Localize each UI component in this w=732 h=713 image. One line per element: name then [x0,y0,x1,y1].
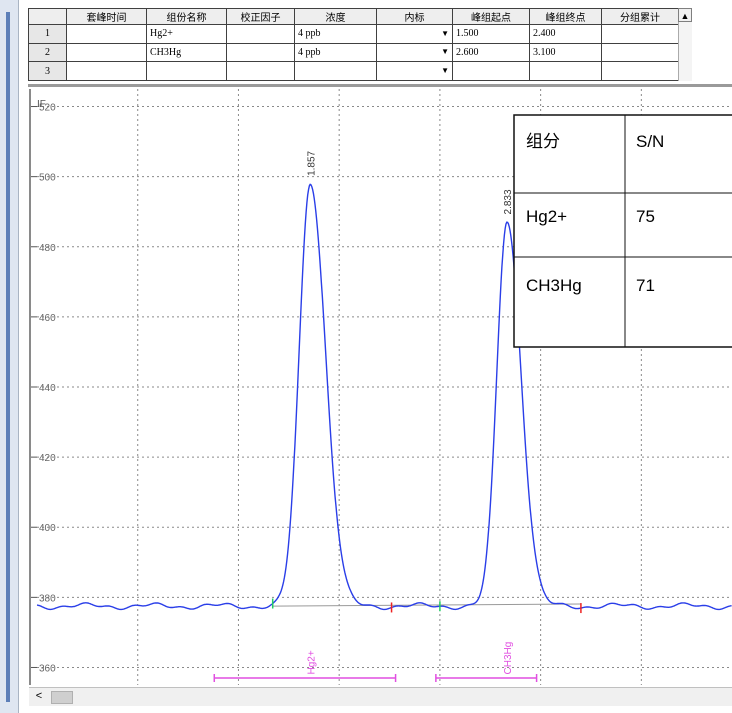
left-scroll-rail[interactable] [0,0,19,713]
y-tick-label: 480 [39,243,56,254]
peak-name-label: Hg2+ [306,650,317,674]
y-tick-label: 420 [39,453,56,464]
left-scroll-thumb[interactable] [6,12,10,702]
cell-end[interactable] [529,61,602,81]
peak-labels: 1.857 Hg2+ 2.833 CH3Hg [213,150,538,682]
table-row[interactable]: 1 Hg2+ 4 ppb ▼ 1.500 2.400 [28,24,679,44]
dropdown-arrow-icon[interactable]: ▼ [441,66,449,76]
chart-grid [37,89,732,685]
cell-end[interactable]: 3.100 [529,42,602,63]
cell-factor[interactable] [226,61,295,81]
sn-cell-component: Hg2+ [526,207,567,226]
header-peak-group-start[interactable]: 峰组起点 [452,8,530,25]
table-row[interactable]: 2 CH3Hg 4 ppb ▼ 2.600 3.100 [28,42,679,63]
cell-concentration[interactable] [294,61,377,81]
y-tick-label: 520 [39,103,56,114]
cell-concentration[interactable]: 4 ppb [294,24,377,44]
sn-cell-value: 71 [636,276,655,295]
y-axis: 360 380 400 420 440 460 480 500 520 [31,103,56,674]
header-internal-standard[interactable]: 内标 [376,8,453,25]
dropdown-arrow-icon[interactable]: ▼ [441,28,449,38]
signal-trace [36,183,732,611]
sn-header-component: 组分 [526,132,560,151]
peak-boundary-markers [271,598,582,614]
table-header-row: 套峰时间 组份名称 校正因子 浓度 内标 峰组起点 峰组终点 分组累计 [28,8,679,25]
sn-table: 组分 S/N Hg2+ 75 CH3Hg 71 [513,114,732,348]
cell-cumulative[interactable] [601,42,679,63]
cell-internal-standard[interactable]: ▼ [376,42,453,63]
row-number[interactable]: 2 [28,42,67,63]
sn-cell-value: 75 [636,207,655,226]
chromatogram-panel: 360 380 400 420 440 460 480 500 520 IF 1.857 Hg2+… [29,89,732,685]
cell-end[interactable]: 2.400 [529,24,602,44]
peak-retention-label: 1.857 [306,150,317,175]
header-component-name[interactable]: 组份名称 [146,8,227,25]
header-retention-time[interactable]: 套峰时间 [66,8,147,25]
y-tick-label: 440 [39,383,56,394]
cell-concentration[interactable]: 4 ppb [294,42,377,63]
y-tick-label: 460 [39,313,56,324]
cell-cumulative[interactable] [601,24,679,44]
y-tick-label: 400 [39,523,56,534]
sn-cell-component: CH3Hg [526,276,582,295]
peak-name-label: CH3Hg [503,642,514,675]
component-table: 套峰时间 组份名称 校正因子 浓度 内标 峰组起点 峰组终点 分组累计 1 Hg… [28,8,679,81]
row-number[interactable]: 1 [28,24,67,44]
cell-factor[interactable] [226,42,295,63]
cell-start[interactable]: 2.600 [452,42,530,63]
peak-retention-label: 2.833 [503,189,514,214]
scroll-left-icon[interactable]: < [35,690,43,702]
cell-internal-standard[interactable]: ▼ [376,24,453,44]
cell-time[interactable] [66,42,147,63]
horizontal-scroll-thumb[interactable] [51,691,73,704]
cell-time[interactable] [66,24,147,44]
cell-name[interactable]: CH3Hg [146,42,227,63]
table-scroll-up-icon[interactable]: ▲ [678,8,692,22]
sn-header-sn: S/N [636,132,664,151]
header-corner [28,8,67,25]
cell-cumulative[interactable] [601,61,679,81]
table-row[interactable]: 3 ▼ [28,61,679,81]
cell-internal-standard[interactable]: ▼ [376,61,453,81]
y-tick-label: 360 [39,663,56,674]
cell-time[interactable] [66,61,147,81]
cell-start[interactable] [452,61,530,81]
cell-start[interactable]: 1.500 [452,24,530,44]
dropdown-arrow-icon[interactable]: ▼ [441,47,449,57]
y-tick-label: 380 [39,593,56,604]
row-number[interactable]: 3 [28,61,67,81]
header-correction-factor[interactable]: 校正因子 [226,8,295,25]
header-peak-group-end[interactable]: 峰组终点 [529,8,602,25]
cell-name[interactable] [146,61,227,81]
chromatogram-chart: 360 380 400 420 440 460 480 500 520 IF 1.857 Hg2+… [31,89,732,685]
panel-splitter[interactable] [28,84,732,87]
y-tick-label: 500 [39,173,56,184]
y-axis-label: IF [37,99,46,110]
horizontal-scrollbar[interactable]: < [29,687,732,706]
table-scroll-track[interactable] [678,22,692,81]
header-concentration[interactable]: 浓度 [294,8,377,25]
header-group-cumulative[interactable]: 分组累计 [601,8,679,25]
cell-name[interactable]: Hg2+ [146,24,227,44]
cell-factor[interactable] [226,24,295,44]
